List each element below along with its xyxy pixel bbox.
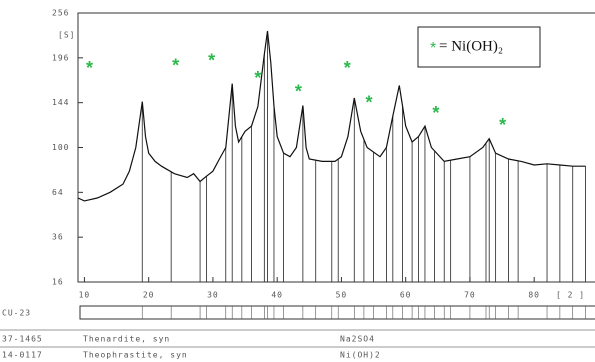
phase-name: Theophrastite, syn xyxy=(83,351,188,360)
y-tick-label: 16 xyxy=(52,278,64,287)
y-tick-label: 100 xyxy=(52,143,69,152)
x-axis-label: [ 2 ] xyxy=(556,291,585,300)
x-tick-label: 80 xyxy=(528,291,540,300)
x-tick-label: 10 xyxy=(79,291,91,300)
annotation: * xyxy=(86,58,93,78)
y-tick-label: 144 xyxy=(52,98,69,107)
annotation: * xyxy=(344,58,351,78)
phase-id: 14-0117 xyxy=(2,351,43,360)
annotation: * xyxy=(366,92,373,112)
annotation: * xyxy=(295,81,302,101)
annotation: * xyxy=(208,51,215,71)
x-tick-label: 30 xyxy=(207,291,219,300)
sample-row xyxy=(79,305,595,320)
x-tick-label: 50 xyxy=(336,291,348,300)
phase-formula: Ni(OH)2 xyxy=(340,351,381,360)
annotation: * xyxy=(254,68,261,88)
y-tick-label: 196 xyxy=(52,53,69,62)
phase-formula: Na2SO4 xyxy=(340,335,375,344)
x-tick-label: 70 xyxy=(464,291,476,300)
y-tick-label: 36 xyxy=(52,233,64,242)
diffraction-line xyxy=(77,30,586,202)
annotation: * xyxy=(432,103,439,123)
phase-id: 37-1465 xyxy=(2,335,43,344)
annotation: * xyxy=(499,115,506,135)
y-axis-label: [S] xyxy=(58,31,75,40)
phase-name: Thenardite, syn xyxy=(83,335,170,344)
sample-label: CU-23 xyxy=(2,309,31,318)
y-tick-label: 256 xyxy=(52,9,69,18)
y-tick-label: 64 xyxy=(52,188,64,197)
legend-text: = Ni(OH)₂ xyxy=(439,38,503,54)
legend xyxy=(417,26,541,68)
annotation: * xyxy=(172,56,179,76)
x-tick-label: 40 xyxy=(271,291,283,300)
x-tick-label: 60 xyxy=(400,291,412,300)
legend-marker: * xyxy=(430,40,436,57)
x-tick-label: 20 xyxy=(143,291,155,300)
